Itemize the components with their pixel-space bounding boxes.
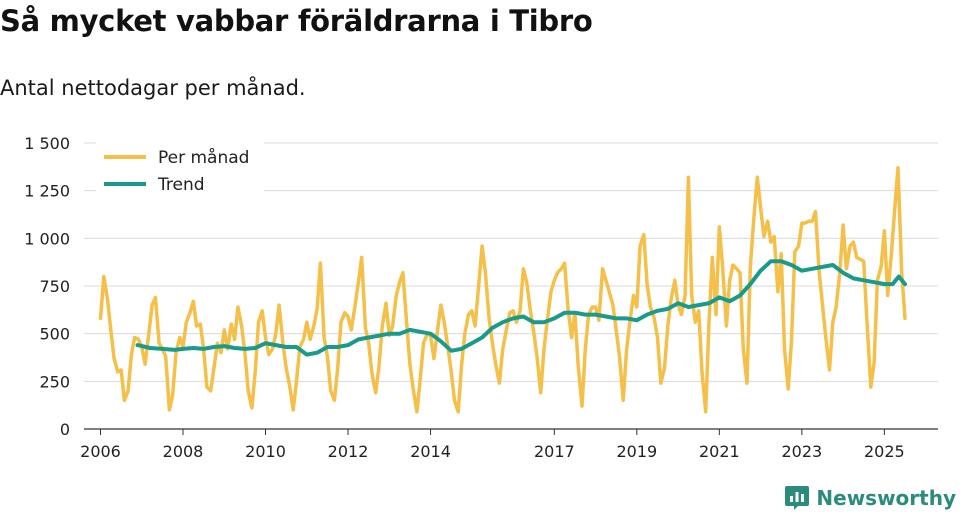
newsworthy-logo: Newsworthy: [784, 484, 956, 512]
x-tick-label: 2006: [80, 442, 121, 461]
legend-label-per-manad: Per månad: [158, 147, 249, 168]
x-tick-label: 2014: [410, 442, 451, 461]
x-axis: 2006 2008 2010 2012 2014 2017 2019 2021 2023 2025: [80, 428, 938, 461]
x-tick-label: 2008: [163, 442, 204, 461]
y-tick-label: 1 000: [24, 229, 70, 248]
newsworthy-logo-text: Newsworthy: [816, 486, 956, 510]
chart-title: Så mycket vabbar föräldrarna i Tibro: [0, 4, 593, 38]
series-line-trend: [135, 259, 907, 357]
x-tick-label: 2017: [534, 442, 575, 461]
x-tick-label: 2019: [616, 442, 657, 461]
y-tick-label: 1 500: [24, 134, 70, 153]
y-tick-label: 0: [60, 420, 70, 439]
newsworthy-logo-icon: [785, 486, 810, 510]
y-tick-label: 500: [39, 325, 70, 344]
chart-subtitle: Antal nettodagar per månad.: [0, 76, 306, 100]
x-tick-label: 2023: [781, 442, 822, 461]
x-tick-label: 2025: [864, 442, 905, 461]
y-tick-label: 250: [39, 372, 70, 391]
x-tick-label: 2010: [245, 442, 286, 461]
series-line-per-manad: [98, 166, 907, 414]
x-tick-label: 2021: [699, 442, 740, 461]
legend-label-trend: Trend: [157, 175, 205, 195]
y-tick-label: 750: [39, 277, 70, 296]
y-axis-ticks: 0 250 500 750 1 000 1 250 1 500: [24, 134, 70, 439]
legend: Per månad Trend: [96, 136, 264, 195]
x-tick-label: 2012: [328, 442, 369, 461]
series-lines: [98, 166, 907, 414]
y-tick-label: 1 250: [24, 182, 70, 201]
